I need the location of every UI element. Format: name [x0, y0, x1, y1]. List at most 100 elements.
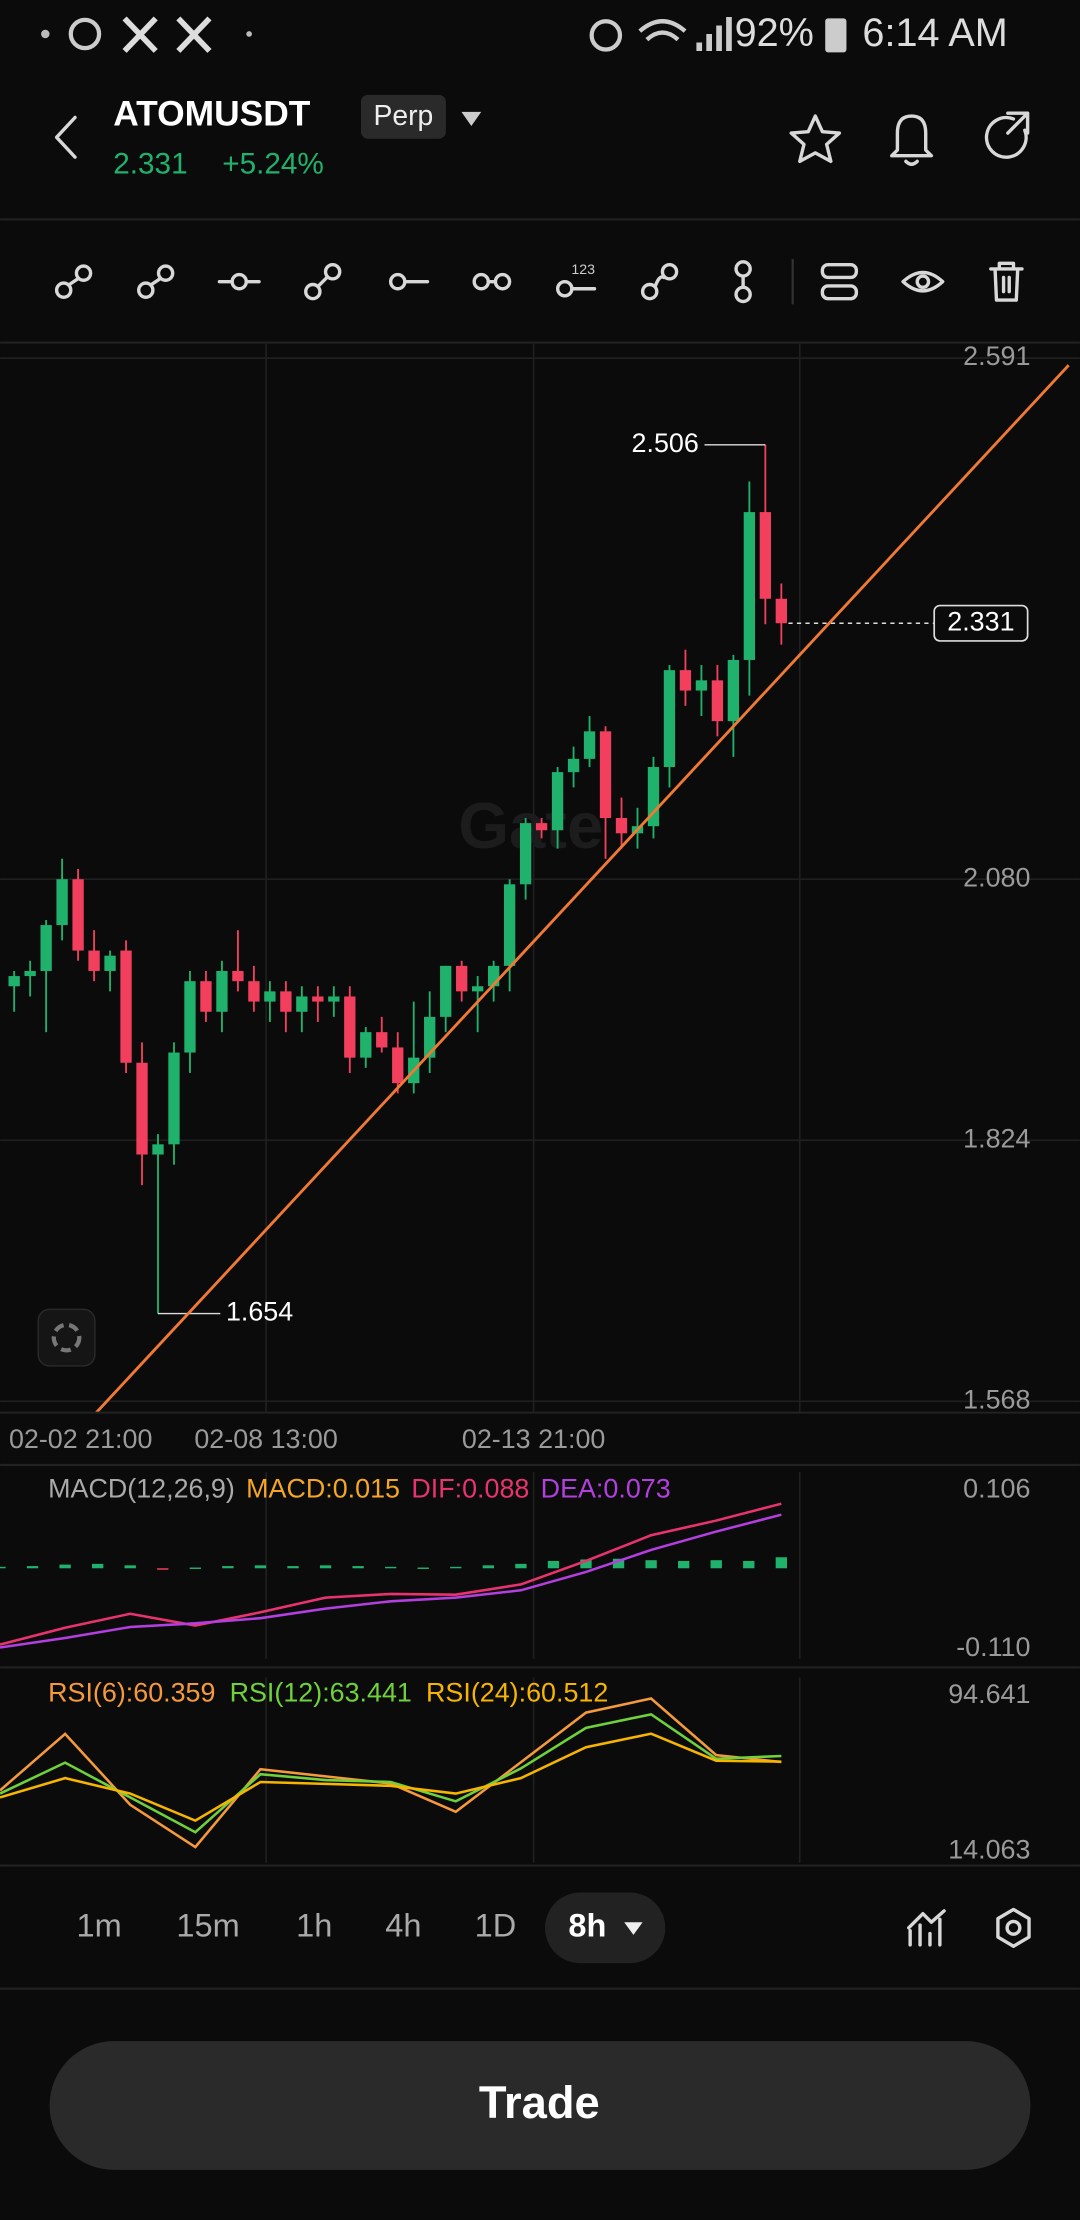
chart-mode-icon — [51, 1322, 82, 1353]
candle-body — [599, 731, 612, 819]
header-change: +5.24% — [222, 147, 324, 180]
drawing-tools[interactable]: 123 — [54, 259, 1024, 305]
candle-body — [551, 772, 564, 831]
candle-body — [136, 1062, 148, 1155]
indicator-line — [0, 1697, 782, 1849]
y-tick-label: 14.063 — [948, 1835, 1030, 1865]
back-button[interactable] — [54, 115, 77, 159]
candle-body — [711, 680, 724, 722]
candle-body — [296, 996, 308, 1012]
histogram-bar — [678, 1560, 690, 1569]
favorite-button[interactable] — [789, 114, 842, 164]
timeframe-option[interactable]: 1D — [475, 1907, 517, 1943]
candle-body — [264, 991, 276, 1002]
legend-entry: RSI(6):60.359 — [48, 1677, 215, 1707]
share-button[interactable] — [984, 111, 1030, 159]
timeframe-option[interactable]: 1h — [296, 1907, 332, 1943]
candle-body — [679, 670, 692, 691]
trade-button[interactable] — [49, 2041, 1031, 2170]
last-price-label: 2.331 — [947, 606, 1014, 636]
timeframe-option[interactable]: 15m — [176, 1907, 239, 1943]
histogram-bar — [352, 1566, 364, 1569]
histogram-bar — [417, 1567, 429, 1569]
symbol: ATOMUSDT — [113, 94, 311, 133]
candle-body — [56, 879, 68, 926]
candle-body — [535, 823, 548, 831]
histogram-bar — [580, 1559, 592, 1569]
candle-body — [759, 512, 772, 599]
settings-button[interactable] — [996, 1907, 1031, 1948]
y-tick-label: 0.106 — [963, 1474, 1030, 1504]
histogram-bar — [612, 1558, 625, 1569]
indicators-button[interactable] — [907, 1909, 946, 1947]
histogram-bar — [254, 1565, 267, 1569]
timeframe-option[interactable]: 8h — [568, 1907, 606, 1943]
histogram-bar — [26, 1566, 39, 1569]
timeframe-selected-bg[interactable] — [544, 1892, 666, 1964]
histogram-bar — [0, 1566, 6, 1569]
legend-entry: MACD:0.015 — [246, 1474, 400, 1504]
histogram-bar — [124, 1565, 136, 1569]
candle-body — [424, 1016, 436, 1058]
last-price-box — [933, 604, 1029, 642]
candle-body — [344, 996, 356, 1058]
alert-button[interactable] — [890, 114, 934, 166]
histogram-bar — [385, 1566, 397, 1569]
candle-body — [40, 925, 52, 971]
trend-line[interactable] — [95, 364, 1070, 1414]
histogram-bar — [450, 1566, 462, 1569]
chart-mode-button[interactable] — [37, 1308, 96, 1367]
candle-body — [312, 996, 324, 1002]
y-tick-label: 1.824 — [963, 1123, 1030, 1153]
y-tick-label: 2.591 — [963, 341, 1030, 371]
timeframe-option[interactable]: 4h — [385, 1907, 421, 1943]
histogram-bar — [222, 1566, 234, 1569]
svg-text:123: 123 — [571, 261, 595, 277]
histogram-bar — [482, 1565, 494, 1569]
candle-body — [695, 680, 708, 691]
histogram-bar — [743, 1560, 755, 1569]
histogram-bar — [710, 1560, 722, 1569]
legend-entry: DEA:0.073 — [541, 1474, 671, 1504]
candle-body — [663, 670, 676, 768]
y-tick-label: 2.080 — [963, 862, 1030, 892]
candle-body — [72, 879, 84, 951]
badge-dropdown[interactable] — [461, 111, 482, 126]
candle-body — [168, 1052, 180, 1145]
histogram-bar — [547, 1560, 560, 1569]
histogram-bar — [157, 1568, 169, 1570]
histogram-bar — [319, 1565, 332, 1569]
badge-bg[interactable] — [360, 94, 446, 139]
timeframes: 1m 15m 1h 4h 1D 8h — [76, 1907, 606, 1943]
candle-body — [727, 659, 740, 722]
histogram-bar — [775, 1557, 787, 1569]
x-tick-label: 02-02 21:00 — [9, 1424, 152, 1454]
high-label: 2.506 — [632, 428, 699, 458]
histogram-bar — [515, 1563, 527, 1569]
timeframe-dropdown[interactable] — [624, 1922, 643, 1935]
candle-body — [232, 970, 244, 982]
candle-body — [615, 818, 628, 834]
candle-body — [519, 823, 532, 885]
indicator-title: MACD(12,26,9) — [48, 1474, 235, 1504]
candle-body — [487, 965, 500, 987]
candle-body — [360, 1032, 372, 1058]
indicator-line — [0, 1513, 782, 1649]
candle-body — [200, 981, 212, 1012]
indicator-line — [0, 1732, 782, 1823]
battery: 92% — [735, 11, 814, 55]
x-tick-label: 02-08 13:00 — [194, 1424, 337, 1454]
low-label: 1.654 — [226, 1297, 293, 1327]
candle-body — [24, 970, 36, 977]
candle-body — [8, 976, 20, 987]
legend-entry: RSI(12):63.441 — [230, 1677, 412, 1707]
timeframe-option[interactable]: 1m — [76, 1907, 121, 1943]
indicator-line — [0, 1502, 782, 1646]
candle-body — [248, 981, 260, 1002]
candle-body — [503, 884, 516, 966]
candle-body — [152, 1144, 164, 1155]
histogram-bar — [645, 1560, 657, 1569]
histogram-bar — [189, 1567, 201, 1569]
